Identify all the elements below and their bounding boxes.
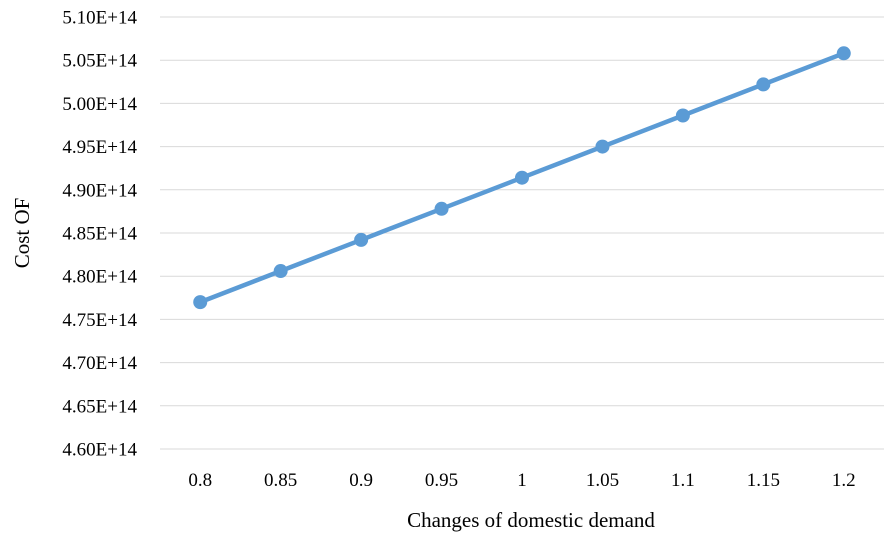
data-point	[193, 295, 208, 310]
y-tick-label: 4.60E+14	[62, 440, 137, 461]
gridlines	[160, 16, 884, 450]
data-series	[193, 46, 851, 310]
y-tick-label: 4.95E+14	[62, 137, 137, 158]
y-tick-label: 4.85E+14	[62, 224, 137, 245]
y-tick-label: 5.10E+14	[62, 8, 137, 29]
x-tick-label: 1.1	[671, 470, 695, 491]
x-tick-label: 1.05	[586, 470, 619, 491]
x-axis-title: Changes of domestic demand	[407, 508, 655, 532]
data-point	[595, 139, 610, 154]
y-tick-label: 5.00E+14	[62, 94, 137, 115]
data-point	[836, 46, 851, 61]
y-tick-label: 4.65E+14	[62, 396, 137, 417]
data-point	[675, 108, 690, 123]
data-point	[434, 201, 449, 216]
x-tick-label: 0.95	[425, 470, 458, 491]
y-tick-label: 4.80E+14	[62, 267, 137, 288]
y-tick-label: 4.90E+14	[62, 180, 137, 201]
x-tick-label: 1	[517, 470, 527, 491]
data-point	[515, 170, 529, 185]
x-tick-label: 0.9	[349, 470, 373, 491]
y-tick-label: 4.70E+14	[62, 353, 137, 374]
x-axis-tick-labels: 0.8 0.85 0.9 0.95 1 1.05 1.1 1.15 1.2	[188, 470, 855, 491]
x-tick-label: 1.15	[747, 470, 780, 491]
x-tick-label: 1.2	[832, 470, 856, 491]
y-tick-label: 5.05E+14	[62, 51, 137, 72]
y-axis-title: Cost OF	[10, 198, 34, 269]
x-tick-label: 0.8	[188, 470, 212, 491]
data-point	[354, 232, 369, 247]
data-point	[756, 77, 771, 92]
y-axis-tick-labels: 4.60E+14 4.65E+14 4.70E+14 4.75E+14 4.80E+14…	[62, 8, 137, 461]
data-point	[273, 264, 288, 279]
x-tick-label: 0.85	[264, 470, 297, 491]
y-tick-label: 4.75E+14	[62, 310, 137, 331]
